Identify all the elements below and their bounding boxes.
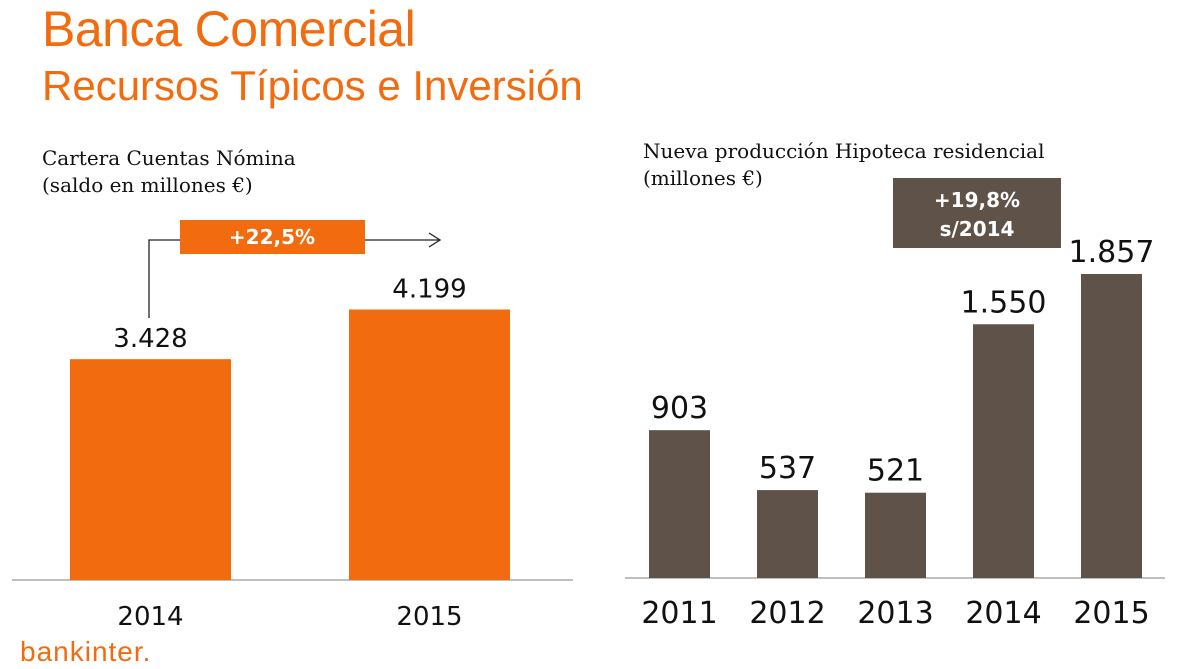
right-chart-title-text: Nueva producción Hipoteca residencial — [643, 139, 1045, 163]
right-chart-title: Nueva producción Hipoteca residencial (m… — [643, 138, 1045, 192]
data-label: 521 — [867, 454, 924, 489]
tick-label: 2015 — [1073, 596, 1149, 631]
tick-label: 2014 — [965, 596, 1041, 631]
growth-annotation-left: +22,5% — [148, 220, 442, 318]
connector-line — [148, 239, 180, 318]
data-label: 3.428 — [113, 324, 187, 354]
left-chart-unit: (saldo en millones €) — [42, 173, 253, 197]
data-label: 1.857 — [1069, 235, 1155, 270]
bar-2015 — [349, 309, 510, 580]
tick-label: 2011 — [641, 596, 717, 631]
bar-2014 — [70, 359, 231, 580]
right-chart: 903 2011 537 2012 521 2013 1.550 2014 1.857 2015 — [625, 235, 1165, 631]
growth-annotation-right: +19,8% s/2014 — [893, 178, 1061, 248]
right-chart-unit: (millones €) — [643, 166, 763, 190]
page-subtitle: Recursos Típicos e Inversión — [42, 62, 583, 109]
growth-badge-line1: +19,8% — [934, 188, 1020, 212]
page-title: Banca Comercial — [42, 1, 416, 57]
bar-2014 — [973, 324, 1034, 578]
data-label: 1.550 — [961, 285, 1047, 320]
left-chart-title-text: Cartera Cuentas Nómina — [42, 146, 296, 170]
left-chart: 3.428 2014 4.199 2015 — [12, 275, 573, 632]
arrow-head-icon — [428, 232, 442, 248]
tick-label: 2014 — [117, 602, 183, 632]
growth-badge — [180, 220, 365, 254]
data-label: 4.199 — [392, 275, 466, 305]
data-label: 903 — [651, 391, 708, 426]
bar-2012 — [757, 490, 818, 578]
bar-2015 — [1081, 274, 1142, 578]
tick-label: 2013 — [857, 596, 933, 631]
bar-2013 — [865, 492, 926, 578]
growth-badge — [893, 178, 1061, 248]
growth-badge-text: +22,5% — [229, 225, 315, 249]
tick-label: 2012 — [749, 596, 825, 631]
left-chart-title: Cartera Cuentas Nómina (saldo en millone… — [42, 145, 296, 199]
bar-2011 — [649, 430, 710, 578]
tick-label: 2015 — [396, 602, 462, 632]
data-label: 537 — [759, 451, 816, 486]
bankinter-logo: bankinter. — [20, 636, 152, 667]
growth-badge-line2: s/2014 — [940, 217, 1015, 241]
